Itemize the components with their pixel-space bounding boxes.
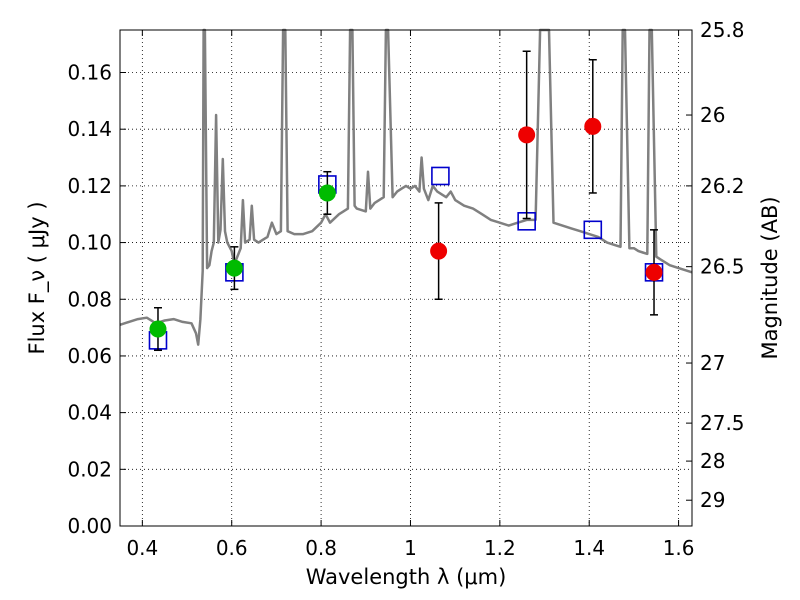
y2-tick-label: 29 xyxy=(700,488,725,512)
y-tick-label: 0.02 xyxy=(67,457,112,481)
data-markers xyxy=(148,50,664,352)
y2-tick-label: 27 xyxy=(700,351,725,375)
model-spectrum xyxy=(119,28,693,346)
flux-point xyxy=(518,126,536,144)
spectrum-line xyxy=(119,28,693,346)
y2-axis-label: Magnitude (AB) xyxy=(758,196,782,359)
model-flux-marker xyxy=(431,166,450,186)
y2-axis: 25.8 26 26.2 26.5 27 27.5 28 29 xyxy=(686,18,745,512)
x-tick-label: 1.4 xyxy=(573,536,605,560)
x-tick-label: 0.8 xyxy=(305,536,337,560)
y-axis: 0.00 0.02 0.04 0.06 0.08 0.10 0.12 0.14 0.16 xyxy=(67,61,126,538)
y-tick-label: 0.14 xyxy=(67,117,112,141)
flux-point xyxy=(318,184,336,202)
y2-tick-label: 27.5 xyxy=(700,411,745,435)
y-tick-label: 0.16 xyxy=(67,61,112,85)
y2-tick-label: 25.8 xyxy=(700,18,745,42)
y2-tick-label: 26.2 xyxy=(700,174,745,198)
x-axis: 0.4 0.6 0.8 1 1.2 1.4 1.6 xyxy=(126,30,695,560)
x-axis-label: Wavelength λ (μm) xyxy=(306,565,507,589)
y-tick-label: 0.00 xyxy=(67,514,112,538)
y-tick-label: 0.10 xyxy=(67,231,112,255)
plot-frame xyxy=(119,29,693,527)
y-tick-label: 0.08 xyxy=(67,287,112,311)
x-tick-label: 1 xyxy=(404,536,417,560)
flux-point xyxy=(225,259,243,277)
y2-tick-label: 26 xyxy=(700,103,725,127)
y-tick-label: 0.04 xyxy=(67,401,112,425)
x-tick-label: 0.6 xyxy=(216,536,248,560)
y2-tick-label: 28 xyxy=(700,449,725,473)
y-tick-label: 0.12 xyxy=(67,174,112,198)
flux-point xyxy=(149,320,167,338)
x-tick-label: 0.4 xyxy=(126,536,158,560)
x-tick-label: 1.2 xyxy=(484,536,516,560)
y-axis-label: Flux F_ν ( μJy ) xyxy=(25,201,50,354)
x-tick-label: 1.6 xyxy=(663,536,695,560)
flux-point xyxy=(584,117,602,135)
model-flux-marker xyxy=(583,220,603,240)
flux-point xyxy=(645,263,663,281)
flux-point xyxy=(430,242,448,260)
y-tick-label: 0.06 xyxy=(67,344,112,368)
y2-tick-label: 26.5 xyxy=(700,255,745,279)
